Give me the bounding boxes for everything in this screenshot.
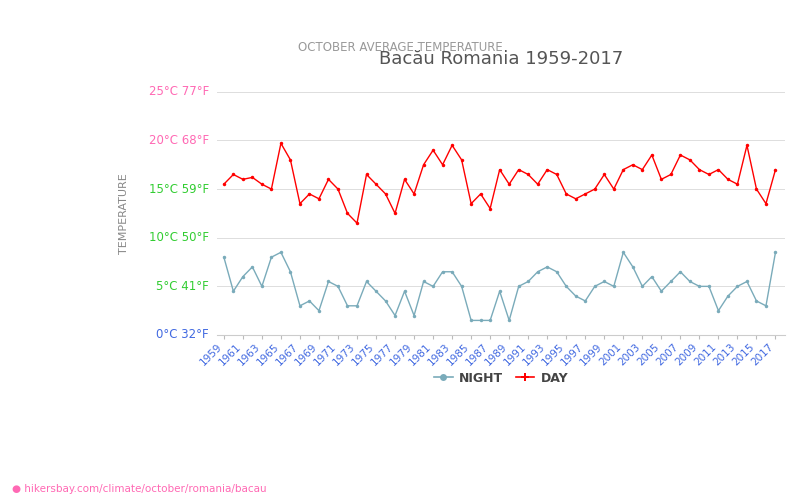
DAY [276, 140, 286, 146]
Line: NIGHT: NIGHT [222, 250, 778, 322]
DAY [638, 166, 647, 172]
NIGHT [238, 274, 248, 280]
NIGHT [371, 288, 381, 294]
Y-axis label: TEMPERATURE: TEMPERATURE [119, 173, 129, 254]
NIGHT [523, 278, 533, 284]
DAY [286, 157, 295, 163]
Text: 20°C 68°F: 20°C 68°F [149, 134, 209, 147]
NIGHT [638, 284, 647, 290]
NIGHT [770, 250, 780, 256]
Text: 0°C 32°F: 0°C 32°F [156, 328, 209, 342]
Text: 15°C 59°F: 15°C 59°F [149, 182, 209, 196]
NIGHT [276, 250, 286, 256]
NIGHT [219, 254, 229, 260]
DAY [523, 172, 533, 177]
DAY [352, 220, 362, 226]
Text: 10°C 50°F: 10°C 50°F [149, 231, 209, 244]
NIGHT [286, 269, 295, 275]
Line: DAY: DAY [222, 142, 778, 225]
DAY [770, 166, 780, 172]
Text: 25°C 77°F: 25°C 77°F [149, 86, 209, 98]
Title: Bacău Romania 1959-2017: Bacău Romania 1959-2017 [379, 50, 623, 68]
DAY [238, 176, 248, 182]
DAY [219, 181, 229, 187]
NIGHT [466, 318, 476, 324]
DAY [314, 196, 324, 202]
Legend: NIGHT, DAY: NIGHT, DAY [429, 366, 574, 390]
Text: 5°C 41°F: 5°C 41°F [156, 280, 209, 293]
Text: ● hikersbay.com/climate/october/romania/bacau: ● hikersbay.com/climate/october/romania/… [12, 484, 266, 494]
Text: OCTOBER AVERAGE TEMPERATURE: OCTOBER AVERAGE TEMPERATURE [298, 41, 502, 54]
NIGHT [314, 308, 324, 314]
DAY [381, 191, 390, 197]
